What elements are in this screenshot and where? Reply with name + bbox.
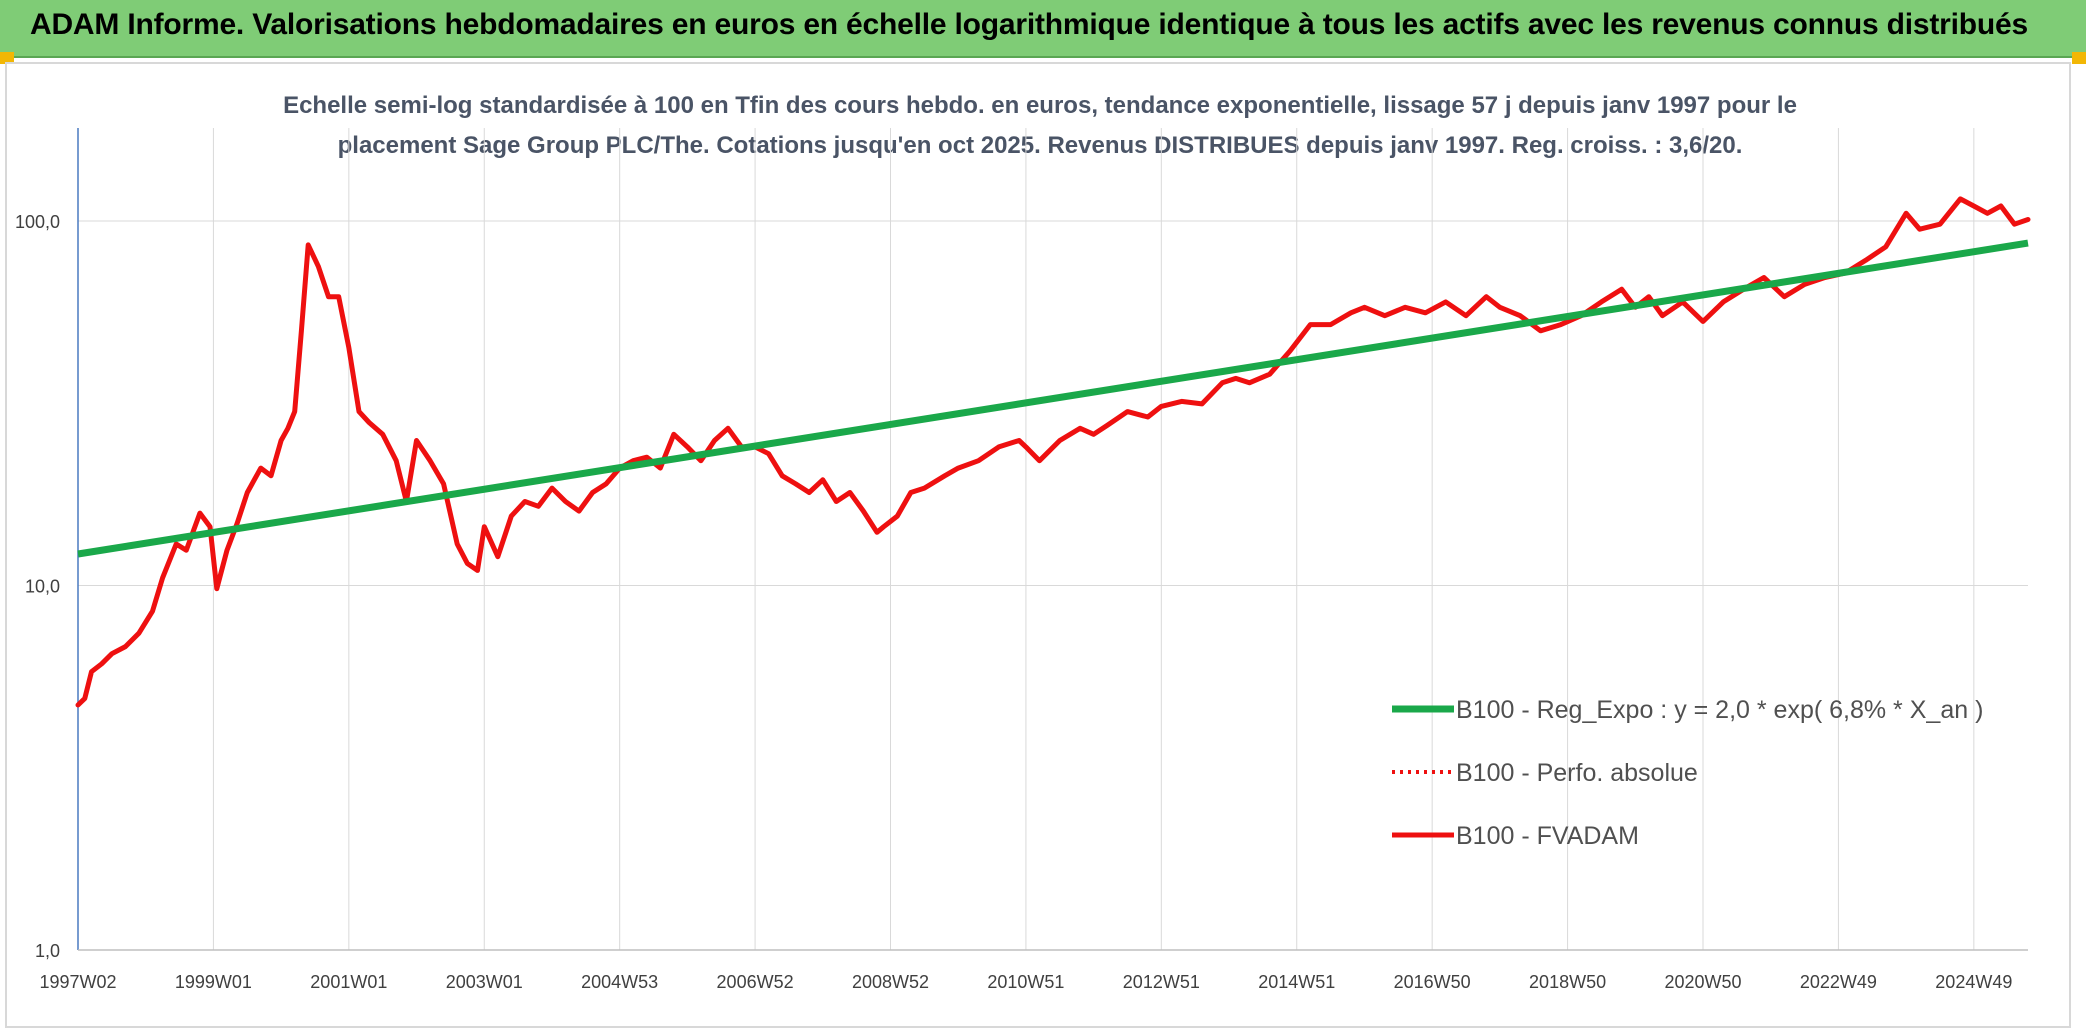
x-tick-label: 2008W52 <box>852 972 929 992</box>
x-tick-label: 2024W49 <box>1935 972 2012 992</box>
chart-subtitle-line-1: Echelle semi-log standardisée à 100 en T… <box>283 92 1797 119</box>
x-tick-label: 1997W02 <box>39 972 116 992</box>
x-tick-label: 2016W50 <box>1394 972 1471 992</box>
legend-item-fvadam-label: B100 - FVADAM <box>1456 822 1639 850</box>
grid-lines <box>77 128 2028 951</box>
x-tick-label: 2003W01 <box>446 972 523 992</box>
series-fvadam-line <box>75 196 2031 708</box>
corner-accent-left <box>0 52 14 64</box>
legend-item-regression: B100 - Reg_Expo : y = 2,0 * exp( 6,8% * … <box>1392 696 1983 724</box>
x-tick-label: 2020W50 <box>1664 972 1741 992</box>
x-tick-label: 1999W01 <box>175 972 252 992</box>
legend-item-perfo-label: B100 - Perfo. absolue <box>1456 759 1698 787</box>
x-tick-label: 2001W01 <box>310 972 387 992</box>
corner-accent-right <box>2072 52 2086 64</box>
legend-item-fvadam: B100 - FVADAM <box>1392 822 1639 850</box>
x-tick-label: 2014W51 <box>1258 972 1335 992</box>
x-tick-label: 2006W52 <box>717 972 794 992</box>
page-title: ADAM Informe. Valorisations hebdomadaire… <box>30 8 2028 41</box>
series-lines <box>75 196 2031 708</box>
x-tick-label: 2012W51 <box>1123 972 1200 992</box>
x-tick-label: 2022W49 <box>1800 972 1877 992</box>
legend-item-regression-label: B100 - Reg_Expo : y = 2,0 * exp( 6,8% * … <box>1456 696 1983 724</box>
chart-subtitle-line-2: placement Sage Group PLC/The. Cotations … <box>337 132 1743 159</box>
legend: B100 - Reg_Expo : y = 2,0 * exp( 6,8% * … <box>1392 696 1983 850</box>
tick-labels: 1997W02 1999W01 2001W01 2003W01 2004W53 2006W… <box>15 212 2012 992</box>
x-tick-label: 2010W51 <box>987 972 1064 992</box>
header-bar: ADAM Informe. Valorisations hebdomadaire… <box>0 0 2086 58</box>
axes <box>77 128 2028 951</box>
y-tick-label: 1,0 <box>35 941 60 961</box>
legend-item-perfo: B100 - Perfo. absolue <box>1392 759 1698 787</box>
chart-subtitle: Echelle semi-log standardisée à 100 en T… <box>200 86 1880 166</box>
y-tick-label: 10,0 <box>25 577 60 597</box>
x-tick-label: 2018W50 <box>1529 972 1606 992</box>
x-tick-label: 2004W53 <box>581 972 658 992</box>
y-tick-label: 100,0 <box>15 212 60 232</box>
series-regression-line <box>77 239 2029 558</box>
